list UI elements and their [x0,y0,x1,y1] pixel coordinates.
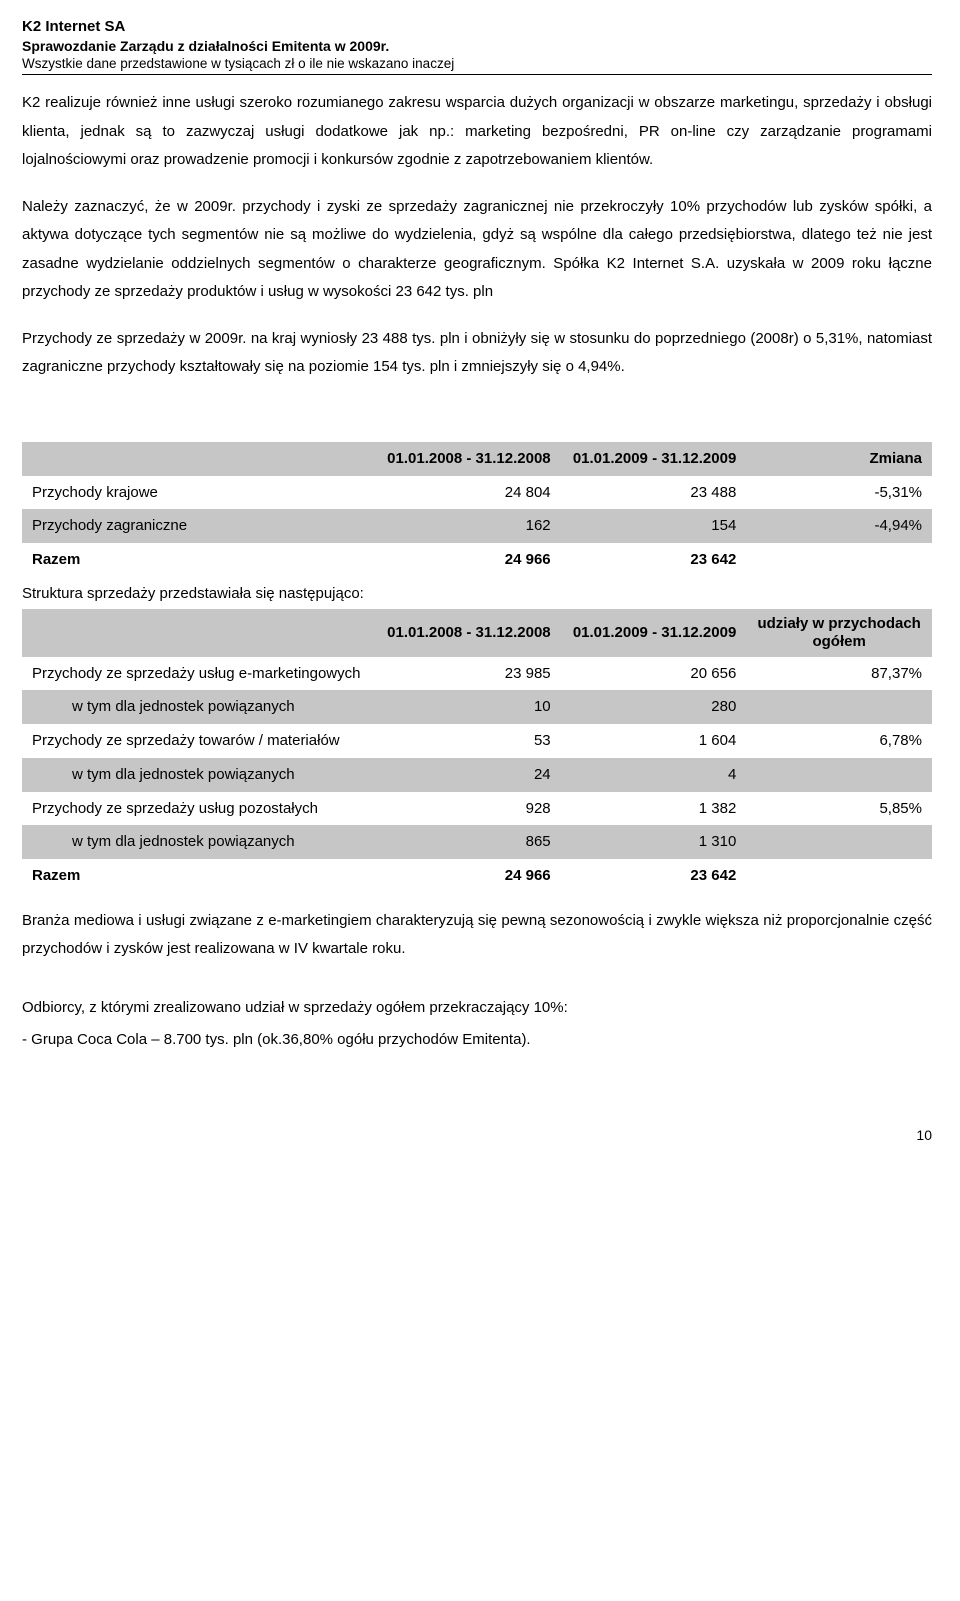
row-v1: 928 [375,792,561,826]
row-share [746,758,932,792]
doc-company: K2 Internet SA [22,18,932,37]
table-row: Przychody ze sprzedaży usług e-marketing… [22,657,932,691]
row-share: 87,37% [746,657,932,691]
row-v1: 865 [375,825,561,859]
table2-total-v2: 23 642 [561,859,747,893]
paragraph-3: Przychody ze sprzedaży w 2009r. na kraj … [22,325,932,382]
table1-header-row: 01.01.2008 - 31.12.2008 01.01.2009 - 31.… [22,442,932,476]
table-row: Przychody zagraniczne162154-4,94% [22,509,932,543]
table-row: w tym dla jednostek powiązanych244 [22,758,932,792]
table1-total-v1: 24 966 [375,543,561,577]
row-v2: 1 382 [561,792,747,826]
row-share: 5,85% [746,792,932,826]
row-v2: 20 656 [561,657,747,691]
row-v2: 23 488 [561,476,747,510]
table2-header-row: 01.01.2008 - 31.12.2008 01.01.2009 - 31.… [22,609,932,657]
table-row: Przychody ze sprzedaży towarów / materia… [22,724,932,758]
row-v2: 280 [561,690,747,724]
row-change: -5,31% [746,476,932,510]
row-v2: 1 604 [561,724,747,758]
paragraph-2: Należy zaznaczyć, że w 2009r. przychody … [22,193,932,307]
row-share [746,690,932,724]
table-row: w tym dla jednostek powiązanych8651 310 [22,825,932,859]
row-label: w tym dla jednostek powiązanych [22,825,375,859]
paragraph-1: K2 realizuje również inne usługi szeroko… [22,89,932,175]
row-v1: 10 [375,690,561,724]
row-label: w tym dla jednostek powiązanych [22,690,375,724]
table1-total-label: Razem [22,543,375,577]
row-label: Przychody krajowe [22,476,375,510]
page-number: 10 [22,1125,932,1145]
row-label: Przychody zagraniczne [22,509,375,543]
row-v1: 23 985 [375,657,561,691]
structure-note: Struktura sprzedaży przedstawiała się na… [22,583,932,605]
row-label: w tym dla jednostek powiązanych [22,758,375,792]
table1-total-v2: 23 642 [561,543,747,577]
table1-period2: 01.01.2009 - 31.12.2009 [561,442,747,476]
header-rule [22,74,932,75]
row-v1: 24 804 [375,476,561,510]
row-v2: 1 310 [561,825,747,859]
row-label: Przychody ze sprzedaży usług e-marketing… [22,657,375,691]
row-change: -4,94% [746,509,932,543]
table-row: Przychody ze sprzedaży usług pozostałych… [22,792,932,826]
row-label: Przychody ze sprzedaży usług pozostałych [22,792,375,826]
row-label: Przychody ze sprzedaży towarów / materia… [22,724,375,758]
table-revenue-structure: 01.01.2008 - 31.12.2008 01.01.2009 - 31.… [22,609,932,893]
row-v1: 53 [375,724,561,758]
paragraph-5: Odbiorcy, z którymi zrealizowano udział … [22,994,932,1023]
row-v2: 154 [561,509,747,543]
table1-change-label: Zmiana [746,442,932,476]
row-v1: 162 [375,509,561,543]
table-row: w tym dla jednostek powiązanych10280 [22,690,932,724]
table1-period1: 01.01.2008 - 31.12.2008 [375,442,561,476]
table2-total-v1: 24 966 [375,859,561,893]
table-revenue-region: 01.01.2008 - 31.12.2008 01.01.2009 - 31.… [22,442,932,577]
table2-period2: 01.01.2009 - 31.12.2009 [561,609,747,657]
row-share [746,825,932,859]
paragraph-6: - Grupa Coca Cola – 8.700 tys. pln (ok.3… [22,1026,932,1055]
paragraph-4: Branża mediowa i usługi związane z e-mar… [22,907,932,964]
doc-disclaimer: Wszystkie dane przedstawione w tysiącach… [22,55,932,73]
table2-share-label: udziały w przychodach ogółem [746,609,932,657]
table-row: Przychody krajowe24 80423 488-5,31% [22,476,932,510]
row-v2: 4 [561,758,747,792]
doc-report-title: Sprawozdanie Zarządu z działalności Emit… [22,37,932,55]
row-share: 6,78% [746,724,932,758]
table2-total-label: Razem [22,859,375,893]
table2-period1: 01.01.2008 - 31.12.2008 [375,609,561,657]
table2-total-row: Razem 24 966 23 642 [22,859,932,893]
table1-total-row: Razem 24 966 23 642 [22,543,932,577]
row-v1: 24 [375,758,561,792]
